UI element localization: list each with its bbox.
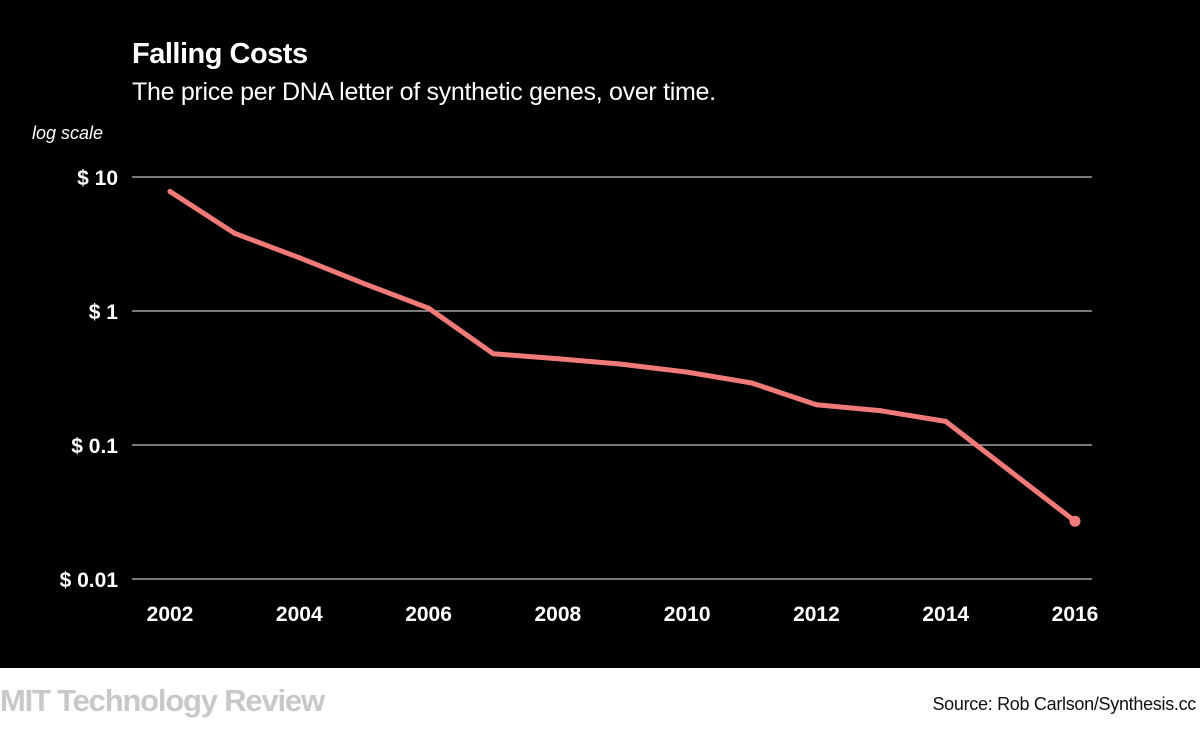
x-tick-label: 2002 — [147, 603, 194, 626]
price-series-line — [167, 189, 1078, 524]
y-tick-label: $ 10 — [77, 167, 118, 190]
chart-title: Falling Costs — [132, 38, 308, 70]
y-tick-label: $ 0.1 — [71, 435, 118, 458]
data-point — [813, 402, 819, 408]
data-point — [684, 369, 690, 375]
x-tick-label: 2004 — [276, 603, 323, 626]
data-point — [296, 255, 302, 261]
data-point — [167, 188, 173, 194]
end-point-marker — [1069, 515, 1081, 527]
line-chart: $ 10 $ 1 $ 0.1 $ 0.01 2002 2004 2006 2008 2010 20… — [60, 167, 1099, 626]
data-point — [878, 408, 884, 414]
log-scale-note: log scale — [32, 123, 104, 143]
chart-panel: Falling Costs The price per DNA letter o… — [0, 0, 1200, 668]
y-tick-label: $ 0.01 — [60, 569, 119, 592]
x-tick-label: 2014 — [922, 603, 969, 626]
data-point — [426, 305, 432, 311]
data-point — [555, 356, 561, 362]
data-point — [490, 351, 496, 357]
y-tick-label: $ 1 — [89, 301, 119, 324]
data-point — [620, 361, 625, 367]
data-point — [232, 230, 238, 236]
x-tick-label: 2006 — [405, 603, 452, 626]
x-tick-label: 2010 — [664, 603, 711, 626]
x-tick-label: 2016 — [1052, 603, 1099, 626]
source-credit: Source: Rob Carlson/Synthesis.cc — [932, 694, 1196, 714]
data-point — [749, 380, 755, 386]
x-tick-label: 2012 — [793, 603, 840, 626]
data-point — [943, 418, 949, 424]
chart-subtitle: The price per DNA letter of synthetic ge… — [132, 78, 716, 106]
data-point — [361, 281, 367, 287]
brand-logo: MIT Technology Review — [0, 683, 325, 718]
x-tick-label: 2008 — [534, 603, 581, 626]
